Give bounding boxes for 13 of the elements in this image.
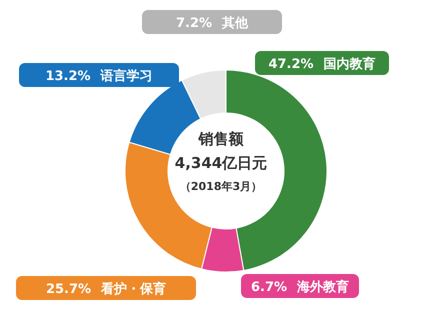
- slice-label: 看护・保育: [100, 281, 166, 297]
- text: 销售额: [198, 130, 244, 148]
- data-label: 7.2%: [176, 16, 212, 31]
- data-label: 25.7%: [46, 282, 92, 297]
- text: 4,344亿日元: [174, 154, 268, 172]
- slice-label: 海外教育: [296, 279, 350, 295]
- slice-label: 国内教育: [324, 56, 376, 72]
- data-label: 47.2%: [268, 57, 314, 72]
- slice-label: 语言学习: [100, 68, 153, 84]
- text: （2018年3月）: [180, 180, 262, 193]
- slice-label: 其他: [221, 16, 250, 31]
- data-label: 13.2%: [45, 69, 91, 84]
- data-label: 6.7%: [250, 280, 288, 295]
